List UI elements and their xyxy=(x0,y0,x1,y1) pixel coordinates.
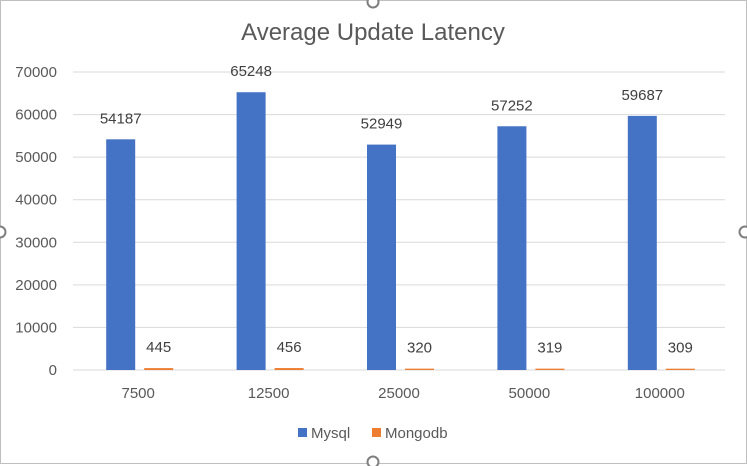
bars xyxy=(106,92,695,371)
y-tick-label: 0 xyxy=(49,362,57,379)
y-axis: 0 10000 20000 30000 40000 50000 60000 70000 xyxy=(15,64,57,379)
y-tick-label: 30000 xyxy=(15,234,57,251)
y-tick-label: 40000 xyxy=(15,192,57,209)
bar-mongodb-25000 xyxy=(405,368,434,370)
bar-mongodb-50000 xyxy=(535,368,565,370)
x-tick-label: 7500 xyxy=(122,385,155,402)
y-tick-label: 70000 xyxy=(15,64,57,81)
x-tick-label: 25000 xyxy=(378,385,420,402)
data-label-mysql: 65248 xyxy=(230,63,272,80)
gridlines xyxy=(73,71,725,371)
data-label-mysql: 59687 xyxy=(621,87,663,104)
data-label-mysql: 54187 xyxy=(100,110,142,127)
bar-mysql-12500 xyxy=(236,92,266,370)
legend-swatch-mongodb xyxy=(372,428,381,437)
bar-mongodb-12500 xyxy=(274,368,304,370)
data-label-mongodb: 320 xyxy=(407,340,432,357)
y-tick-label: 20000 xyxy=(15,277,57,294)
x-tick-label: 50000 xyxy=(509,385,551,402)
data-label-mongodb: 309 xyxy=(668,340,693,357)
y-tick-label: 10000 xyxy=(15,319,57,336)
bar-mysql-7500 xyxy=(106,139,136,370)
legend-label-mongodb: Mongodb xyxy=(385,425,448,442)
data-label-mysql: 52949 xyxy=(361,116,403,133)
bar-mysql-25000 xyxy=(367,144,396,370)
legend-label-mysql: Mysql xyxy=(311,425,350,442)
chart-title: Average Update Latency xyxy=(241,19,505,46)
data-labels: 54187 445 65248 456 52949 320 57252 319 59687 309 xyxy=(100,63,693,356)
data-label-mongodb: 456 xyxy=(277,339,302,356)
legend-swatch-mysql xyxy=(298,428,307,437)
resize-handle xyxy=(366,0,380,9)
bar-mongodb-100000 xyxy=(665,368,695,370)
bar-mysql-100000 xyxy=(627,115,657,370)
resize-handle xyxy=(366,455,380,466)
legend: Mysql Mongodb xyxy=(298,425,448,442)
data-label-mongodb: 319 xyxy=(537,340,562,357)
bar-mongodb-7500 xyxy=(144,368,174,370)
data-label-mongodb: 445 xyxy=(146,339,171,356)
x-axis: 7500 12500 25000 50000 100000 xyxy=(122,385,685,402)
y-tick-label: 60000 xyxy=(15,107,57,124)
x-tick-label: 100000 xyxy=(635,385,685,402)
data-label-mysql: 57252 xyxy=(491,97,533,114)
resize-handle xyxy=(738,225,747,239)
bar-mysql-50000 xyxy=(497,126,527,371)
resize-handle xyxy=(0,225,7,239)
y-tick-label: 50000 xyxy=(15,149,57,166)
x-tick-label: 12500 xyxy=(248,385,290,402)
